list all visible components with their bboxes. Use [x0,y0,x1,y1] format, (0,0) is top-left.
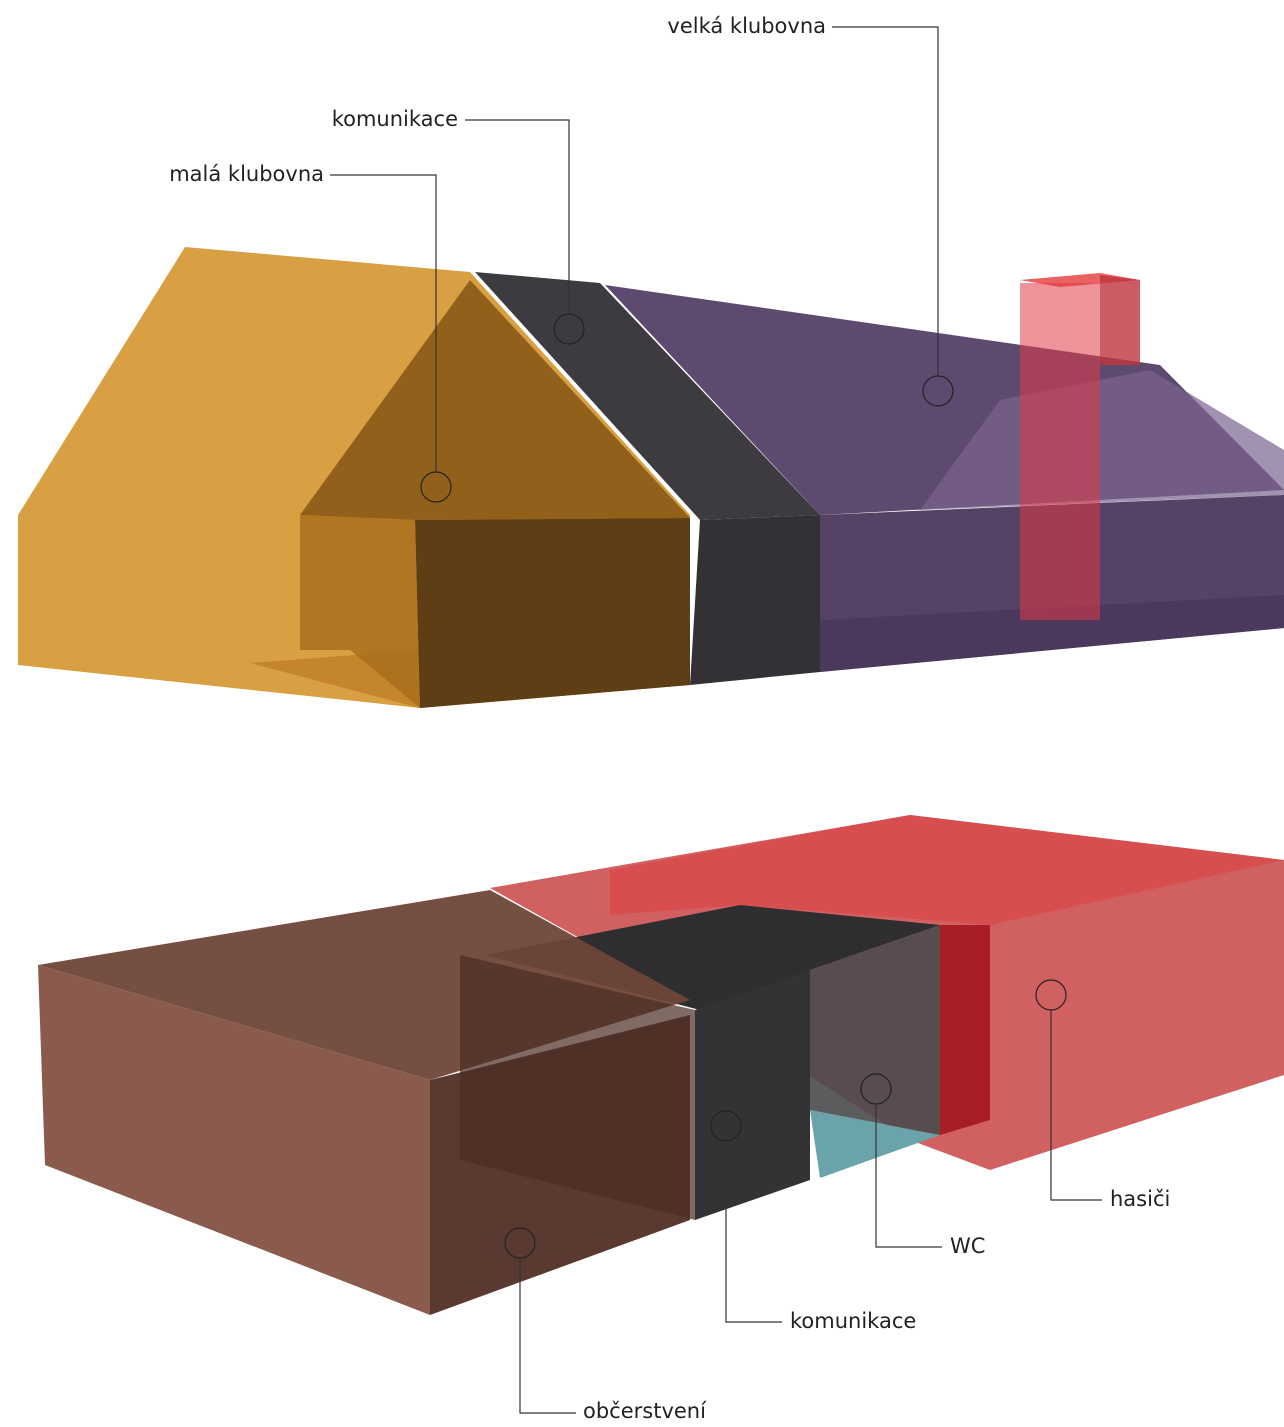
mala-klubovna-gable [300,280,690,520]
callout-circle [553,313,585,345]
hasici-top [610,815,1284,925]
callout-circle [1035,979,1067,1011]
velka-klubovna-gable [920,370,1284,510]
leader-line [465,119,570,314]
wc-wall [810,925,940,1135]
komunikace-wall [690,515,820,685]
lower-building [38,815,1284,1315]
label: občerstvení [583,1399,707,1423]
callout-circle [860,1073,892,1105]
upper-building [18,247,1284,708]
label: komunikace [790,1309,916,1333]
obcerstveni-inner [460,955,695,1220]
leader-line [519,1258,576,1414]
hasici-inner-wall [940,925,990,1135]
label: malá klubovna [169,162,324,186]
label: velká klubovna [667,14,826,38]
obcerstveni-front [38,965,430,1315]
komunikace-roof [475,272,820,520]
label: WC [950,1234,985,1258]
chimney-side [1100,275,1140,365]
leader-line [832,26,939,376]
velka-klubovna-floor [820,595,1284,672]
callout-circle [922,375,954,407]
label: hasiči [1110,1187,1170,1211]
komunikace-wall [695,970,810,1220]
chimney-front [1020,283,1100,620]
callout-circle [420,471,452,503]
leader-line [330,174,437,472]
leader-line [725,1141,782,1323]
mala-klubovna-wall [415,518,690,708]
wc-volume [810,1110,940,1178]
leader-line [1050,1010,1102,1201]
callouts: velká klubovna komunikace malá klubovna … [169,14,1170,1423]
mala-klubovna-side [300,515,420,708]
callout-circle [504,1227,536,1259]
label: komunikace [332,107,458,131]
leader-line [875,1104,942,1248]
callout-circle [710,1110,742,1142]
